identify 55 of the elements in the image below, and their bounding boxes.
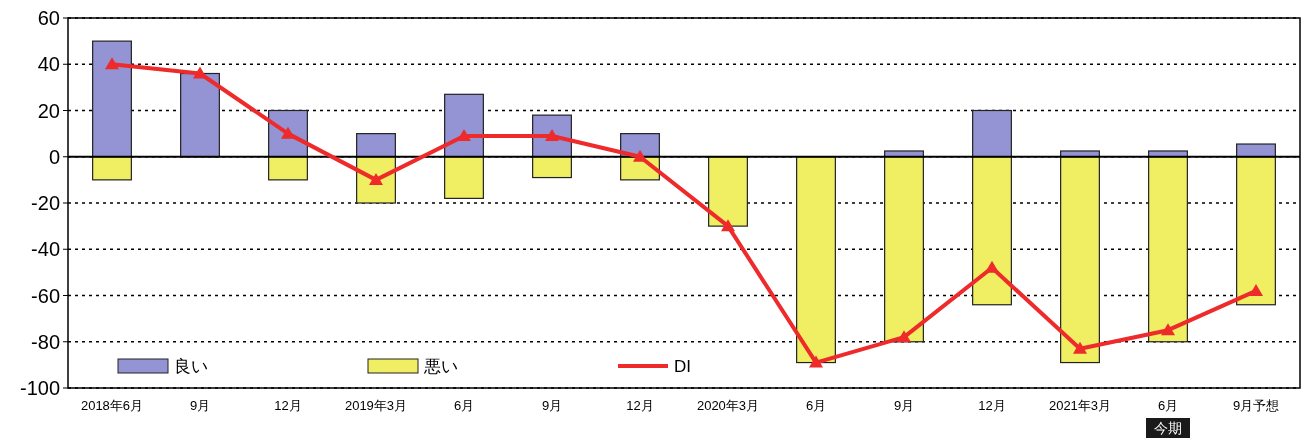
legend-label: 悪い — [423, 357, 458, 376]
point — [193, 66, 207, 79]
point — [1249, 283, 1263, 296]
bar — [356, 133, 396, 158]
x-tick-label: 2021年3月 — [1048, 398, 1112, 413]
bar — [796, 156, 836, 364]
bar — [532, 156, 572, 179]
bar — [972, 109, 1012, 158]
x-tick-label: 9月 — [189, 398, 211, 413]
point — [1073, 341, 1087, 354]
x-tick-label: 9月予想 — [1232, 398, 1280, 413]
legend-label: 良い — [174, 357, 208, 376]
y-tick-label: -40 — [31, 238, 60, 261]
bar — [1236, 156, 1276, 306]
legend-label: DI — [674, 357, 691, 376]
point — [633, 149, 647, 162]
point — [1161, 323, 1175, 336]
point — [105, 57, 119, 70]
point — [985, 260, 999, 273]
bar — [92, 156, 132, 181]
bar — [92, 40, 132, 158]
bar — [884, 156, 924, 343]
x-tick-label: 9月 — [893, 398, 915, 413]
x-tick-label: 6月 — [805, 398, 827, 413]
y-tick-label: -20 — [31, 192, 60, 214]
y-tick-label: -80 — [31, 330, 60, 353]
bar — [268, 156, 308, 181]
y-tick-label: 40 — [37, 53, 60, 76]
point — [457, 128, 471, 141]
y-tick-label: 20 — [37, 99, 60, 122]
bar — [1236, 143, 1276, 158]
x-tick-label: 2020年3月 — [696, 398, 760, 413]
y-tick-label: 0 — [48, 145, 60, 168]
x-tick-label: 12月 — [978, 398, 1006, 413]
x-tick-label: 6月 — [1157, 398, 1179, 413]
x-tick-label: 2019年3月 — [344, 398, 408, 413]
bar — [444, 156, 484, 199]
point — [809, 355, 823, 368]
point — [721, 219, 735, 232]
y-tick-label: 60 — [37, 7, 60, 29]
bar — [972, 156, 1012, 306]
y-tick-label: -100 — [19, 377, 60, 399]
x-tick-label: 6月 — [453, 398, 475, 413]
x-tick-label: 9月 — [541, 398, 563, 413]
bar — [444, 93, 484, 158]
y-tick-label: -60 — [31, 284, 60, 307]
x-tick-label: 12月 — [274, 398, 302, 413]
bar — [1148, 156, 1188, 343]
x-tick-label: 12月 — [626, 398, 654, 413]
text: 今期 — [1154, 420, 1182, 436]
bar — [1060, 156, 1100, 364]
bar — [708, 156, 748, 227]
point — [897, 330, 911, 343]
x-tick-label: 2018年6月 — [80, 398, 144, 413]
bar — [180, 72, 220, 158]
